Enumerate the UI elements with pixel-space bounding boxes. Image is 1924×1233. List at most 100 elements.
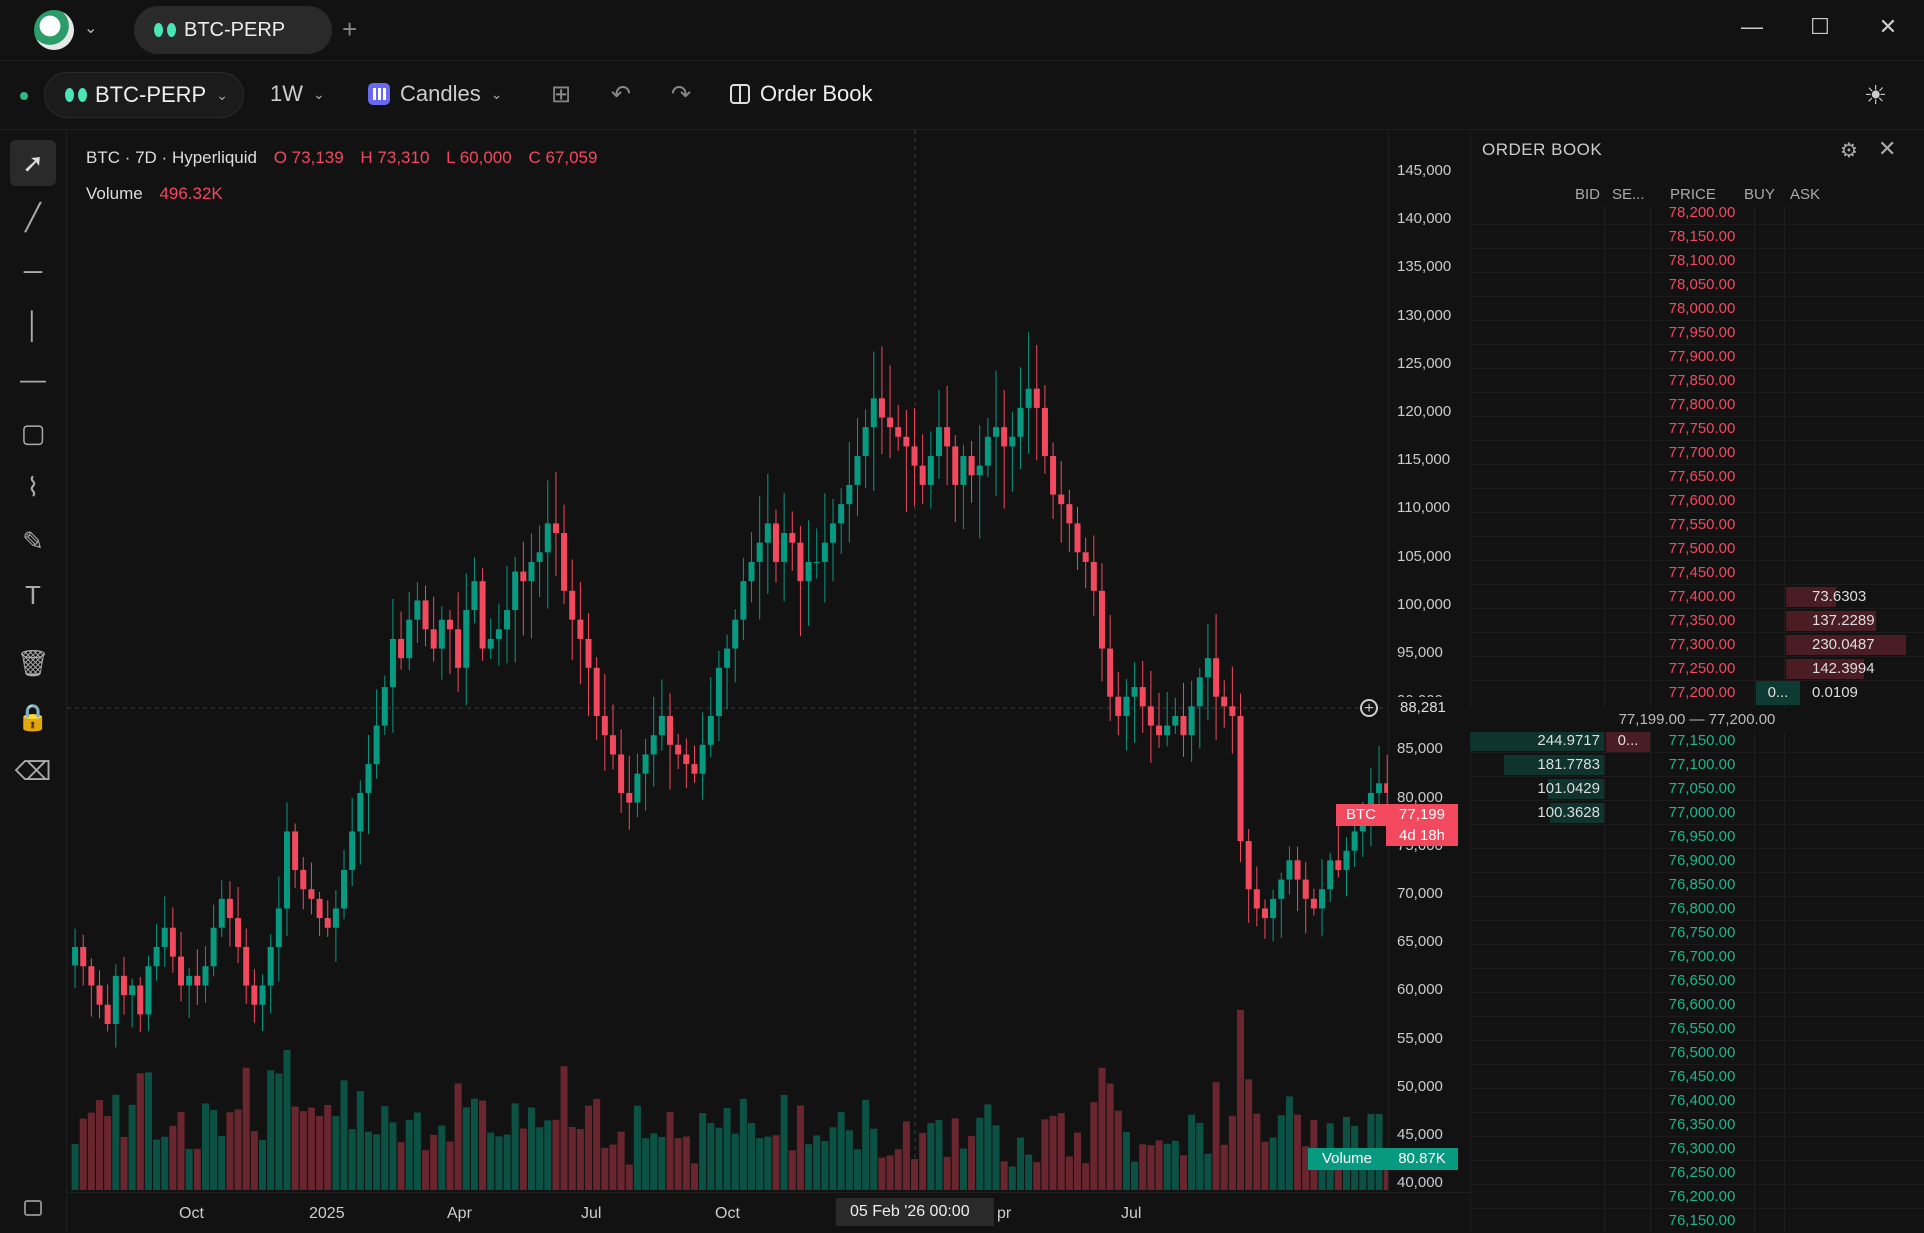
order-book-ask-row[interactable]: 78,150.00 bbox=[1470, 224, 1924, 249]
price-axis[interactable]: 145,000 140,000 135,000 130,000 125,000 120,0… bbox=[1388, 130, 1471, 1192]
order-book-bid-row[interactable]: 76,650.00 bbox=[1470, 968, 1924, 993]
volume-bar bbox=[405, 1119, 413, 1190]
panel-toggle-icon[interactable] bbox=[24, 1200, 42, 1216]
order-book-ask-row[interactable]: 78,100.00 bbox=[1470, 248, 1924, 273]
order-book-bid-row[interactable]: 100.3628 77,000.00 bbox=[1470, 800, 1924, 825]
close-icon[interactable]: ✕ bbox=[1878, 136, 1897, 161]
brush-icon[interactable]: ✎ bbox=[22, 526, 44, 556]
bid-price: 76,500.00 bbox=[1668, 1044, 1736, 1061]
column-header-sell[interactable]: SE... bbox=[1612, 186, 1645, 203]
column-header-buy[interactable]: BUY bbox=[1744, 186, 1775, 203]
cursor-icon[interactable]: ➚ bbox=[10, 140, 56, 186]
order-book-button[interactable]: Order Book bbox=[730, 81, 873, 107]
order-book-bid-row[interactable]: 76,800.00 bbox=[1470, 896, 1924, 921]
order-book-ask-row[interactable]: 78,050.00 bbox=[1470, 272, 1924, 297]
ask-size: 137.2289 bbox=[1812, 612, 1875, 629]
volume-legend: Volume 496.32K bbox=[86, 184, 223, 204]
order-book-bid-row[interactable]: 76,700.00 bbox=[1470, 944, 1924, 969]
order-book-bid-row[interactable]: 76,300.00 bbox=[1470, 1136, 1924, 1161]
volume-bar bbox=[1253, 1113, 1261, 1190]
price-chart[interactable] bbox=[67, 130, 1388, 1192]
order-book-bid-row[interactable]: 76,600.00 bbox=[1470, 992, 1924, 1017]
order-book-ask-row[interactable]: 78,200.00 bbox=[1470, 206, 1924, 225]
column-header-bid[interactable]: BID bbox=[1574, 186, 1600, 203]
horizontal-ray-icon[interactable]: ─ bbox=[23, 256, 43, 286]
undo-icon[interactable]: ↶ bbox=[610, 81, 632, 108]
candle-body bbox=[675, 744, 682, 755]
candle-body bbox=[504, 610, 511, 630]
candle-body bbox=[911, 446, 918, 466]
chart-canvas[interactable] bbox=[67, 130, 1388, 1192]
chevron-down-icon[interactable]: ⌄ bbox=[84, 20, 98, 37]
order-book-ask-row[interactable]: 77,700.00 bbox=[1470, 440, 1924, 465]
add-alert-icon[interactable]: + bbox=[1360, 699, 1378, 717]
indicators-icon[interactable]: ⊞ bbox=[550, 81, 572, 108]
order-book-bid-row[interactable]: 76,350.00 bbox=[1470, 1112, 1924, 1137]
order-book-bid-row[interactable]: 76,200.00 bbox=[1470, 1184, 1924, 1209]
candle-body bbox=[153, 946, 160, 967]
order-book-ask-row[interactable]: 77,500.00 bbox=[1470, 536, 1924, 561]
volume-bar bbox=[1196, 1122, 1204, 1190]
trash-icon[interactable]: 🗑 bbox=[16, 648, 50, 678]
order-book-ask-row[interactable]: 77,550.00 bbox=[1470, 512, 1924, 537]
time-axis[interactable]: Oct 2025 Apr Jul Oct pr Jul bbox=[67, 1192, 1470, 1233]
order-book-bid-row[interactable]: 76,950.00 bbox=[1470, 824, 1924, 849]
app-logo[interactable] bbox=[34, 10, 74, 50]
order-book-ask-row[interactable]: 77,250.00 142.3994 bbox=[1470, 656, 1924, 681]
order-book-ask-row[interactable]: 77,600.00 bbox=[1470, 488, 1924, 513]
order-book-ask-row[interactable]: 77,350.00 137.2289 bbox=[1470, 608, 1924, 633]
order-book-bid-row[interactable]: 76,550.00 bbox=[1470, 1016, 1924, 1041]
order-book-ask-row[interactable]: 78,000.00 bbox=[1470, 296, 1924, 321]
order-book-bid-row[interactable]: 76,750.00 bbox=[1470, 920, 1924, 945]
interval-label: 1W bbox=[270, 81, 303, 106]
candle-body bbox=[634, 773, 641, 803]
order-book-bid-row[interactable]: 101.0429 77,050.00 bbox=[1470, 776, 1924, 801]
gear-icon[interactable]: ⚙ bbox=[1840, 140, 1858, 162]
lock-icon[interactable]: 🔒 bbox=[16, 702, 50, 732]
order-book-ask-row[interactable]: 77,950.00 bbox=[1470, 320, 1924, 345]
order-book-ask-row[interactable]: 77,850.00 bbox=[1470, 368, 1924, 393]
rectangle-icon[interactable]: ▢ bbox=[20, 418, 46, 448]
order-book-ask-row[interactable]: 77,400.00 73.6303 bbox=[1470, 584, 1924, 609]
symbol-selector[interactable]: BTC-PERP ⌄ bbox=[44, 72, 244, 118]
order-book-bid-row[interactable]: 76,400.00 bbox=[1470, 1088, 1924, 1113]
order-book-bid-row[interactable]: 76,250.00 bbox=[1470, 1160, 1924, 1185]
redo-icon[interactable]: ↷ bbox=[670, 81, 692, 108]
order-book-ask-row[interactable]: 77,900.00 bbox=[1470, 344, 1924, 369]
volume-bar bbox=[1269, 1137, 1277, 1190]
vertical-line-icon[interactable]: │ bbox=[24, 310, 42, 340]
order-book-ask-row[interactable]: 77,800.00 bbox=[1470, 392, 1924, 417]
order-book-ask-row[interactable]: 77,650.00 bbox=[1470, 464, 1924, 489]
close-window-button[interactable]: ✕ bbox=[1878, 14, 1898, 39]
horizontal-line-icon[interactable]: — bbox=[20, 364, 46, 394]
order-book-bid-row[interactable]: 76,150.00 bbox=[1470, 1208, 1924, 1232]
interval-selector[interactable]: 1W ⌄ bbox=[270, 81, 325, 107]
order-book-ask-row[interactable]: 77,450.00 bbox=[1470, 560, 1924, 585]
bid-price: 76,900.00 bbox=[1668, 852, 1736, 869]
text-icon[interactable]: T bbox=[25, 580, 41, 610]
add-tab-button[interactable]: + bbox=[342, 14, 358, 44]
path-icon[interactable]: ⌇ bbox=[26, 472, 40, 502]
minimize-button[interactable]: — bbox=[1741, 14, 1763, 39]
volume-bar bbox=[104, 1115, 112, 1190]
order-book-bid-row[interactable]: 76,900.00 bbox=[1470, 848, 1924, 873]
order-book-bid-row[interactable]: 76,450.00 bbox=[1470, 1064, 1924, 1089]
candle-body bbox=[430, 629, 437, 649]
eraser-icon[interactable]: ⌫ bbox=[14, 756, 52, 786]
trend-line-icon[interactable]: ╱ bbox=[25, 202, 41, 232]
tab-btc-perp[interactable]: BTC-PERP bbox=[134, 6, 332, 54]
order-book-bid-row[interactable]: 244.9717 0... 77,150.00 bbox=[1470, 728, 1924, 753]
order-book-bid-row[interactable]: 76,500.00 bbox=[1470, 1040, 1924, 1065]
maximize-button[interactable]: ☐ bbox=[1810, 14, 1830, 39]
column-header-price[interactable]: PRICE bbox=[1670, 186, 1716, 203]
theme-toggle-icon[interactable]: ☀ bbox=[1864, 80, 1888, 110]
order-book-ask-row[interactable]: 77,200.00 0.0109 0... bbox=[1470, 680, 1924, 705]
column-header-ask[interactable]: ASK bbox=[1790, 186, 1821, 203]
chart-type-selector[interactable]: Candles ⌄ bbox=[368, 81, 502, 107]
price-tick-label: 135,000 bbox=[1397, 258, 1452, 276]
order-book-bid-row[interactable]: 181.7783 77,100.00 bbox=[1470, 752, 1924, 777]
order-book-rows[interactable]: 78,200.00 78,150.00 78,100.00 78,050.00 78,0… bbox=[1470, 206, 1924, 1232]
order-book-ask-row[interactable]: 77,300.00 230.0487 bbox=[1470, 632, 1924, 657]
order-book-ask-row[interactable]: 77,750.00 bbox=[1470, 416, 1924, 441]
order-book-bid-row[interactable]: 76,850.00 bbox=[1470, 872, 1924, 897]
